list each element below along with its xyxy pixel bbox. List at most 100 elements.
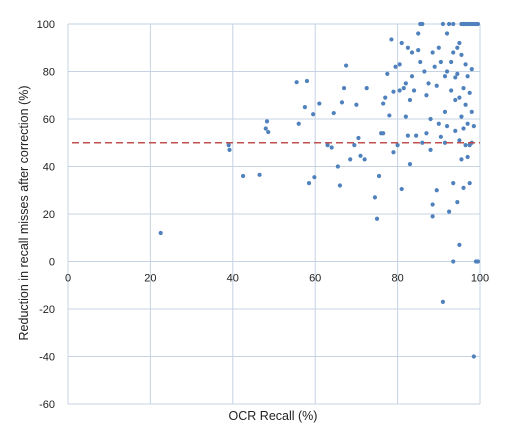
data-point — [405, 133, 410, 138]
data-point — [469, 109, 474, 114]
data-point — [451, 259, 456, 264]
data-point — [372, 195, 378, 200]
data-point — [403, 114, 408, 119]
data-point — [444, 31, 450, 36]
data-point — [311, 112, 316, 117]
x-tick-label: 60 — [309, 273, 321, 285]
data-point — [467, 90, 472, 95]
data-point — [362, 157, 367, 162]
y-tick-label: 100 — [37, 19, 55, 31]
data-point — [329, 145, 334, 150]
data-point — [374, 216, 380, 221]
y-tick-label: 80 — [43, 67, 55, 79]
data-point — [420, 140, 425, 145]
data-point — [264, 119, 270, 124]
data-point — [467, 181, 472, 186]
data-point — [393, 64, 398, 69]
data-point — [409, 74, 415, 79]
data-point — [296, 121, 301, 126]
data-point — [226, 143, 231, 148]
data-point — [266, 129, 271, 135]
data-point — [356, 135, 361, 141]
data-point — [376, 173, 382, 179]
grid-lines — [67, 23, 481, 405]
data-point — [414, 133, 419, 138]
x-tick-labels: 0 20 40 60 80 100 — [65, 273, 489, 285]
x-tick-label: 80 — [391, 273, 403, 285]
data-point — [325, 143, 330, 148]
y-tick-label: 40 — [43, 162, 55, 174]
data-point — [389, 37, 394, 42]
x-tick-label: 100 — [471, 273, 489, 285]
data-point — [397, 88, 402, 93]
data-point — [304, 78, 310, 84]
data-point — [426, 81, 431, 86]
data-point — [475, 21, 481, 27]
y-tick-label: -20 — [39, 304, 55, 316]
data-point — [407, 162, 413, 167]
data-point — [463, 102, 468, 107]
data-point — [428, 116, 433, 122]
data-point — [457, 138, 462, 143]
data-point — [471, 354, 476, 359]
data-point — [463, 143, 468, 148]
data-point — [459, 114, 464, 119]
data-point — [436, 121, 441, 126]
data-point — [449, 59, 454, 65]
data-point — [344, 63, 349, 68]
data-point — [424, 131, 429, 136]
data-point — [451, 21, 456, 27]
data-point — [440, 21, 446, 27]
data-point — [461, 185, 466, 190]
x-tick-label: 40 — [227, 273, 239, 285]
data-point — [397, 62, 402, 67]
data-point — [409, 50, 415, 55]
data-point — [341, 86, 347, 91]
data-point — [447, 21, 452, 27]
data-point — [381, 131, 386, 136]
data-point — [442, 109, 448, 114]
data-point — [401, 86, 406, 91]
data-point — [451, 50, 456, 55]
data-point — [403, 81, 408, 86]
data-point — [317, 101, 322, 106]
data-point — [416, 31, 421, 36]
data-point — [444, 124, 450, 129]
data-point — [420, 21, 425, 27]
data-point — [434, 83, 439, 88]
x-axis-title: OCR Recall (%) — [229, 409, 318, 423]
data-point — [348, 157, 353, 162]
y-tick-labels: -60 -40 -20 0 20 40 60 80 100 — [37, 19, 55, 411]
data-point — [339, 100, 345, 105]
data-point — [411, 88, 417, 93]
data-point — [471, 124, 476, 129]
y-tick-label: -60 — [39, 399, 55, 411]
data-point — [391, 89, 396, 94]
data-point — [465, 121, 470, 126]
data-point — [399, 40, 404, 46]
data-point — [457, 242, 462, 247]
data-point — [407, 97, 413, 103]
data-point — [432, 64, 437, 69]
data-point — [335, 164, 340, 169]
data-point — [436, 45, 441, 50]
data-point — [227, 147, 232, 152]
data-point — [465, 154, 470, 160]
data-point — [455, 45, 460, 50]
data-point — [337, 183, 343, 188]
data-point — [461, 126, 466, 131]
data-point — [440, 299, 446, 304]
data-point — [418, 59, 423, 65]
data-point — [391, 150, 396, 155]
data-point — [358, 153, 363, 158]
data-point — [312, 175, 317, 180]
data-point — [352, 143, 357, 148]
data-point — [257, 172, 262, 177]
data-point — [302, 105, 307, 110]
x-tick-label: 0 — [65, 273, 71, 285]
data-point — [459, 52, 464, 57]
data-point — [241, 173, 246, 179]
data-point — [453, 128, 458, 133]
data-point — [158, 230, 163, 236]
y-tick-label: 0 — [49, 257, 55, 269]
